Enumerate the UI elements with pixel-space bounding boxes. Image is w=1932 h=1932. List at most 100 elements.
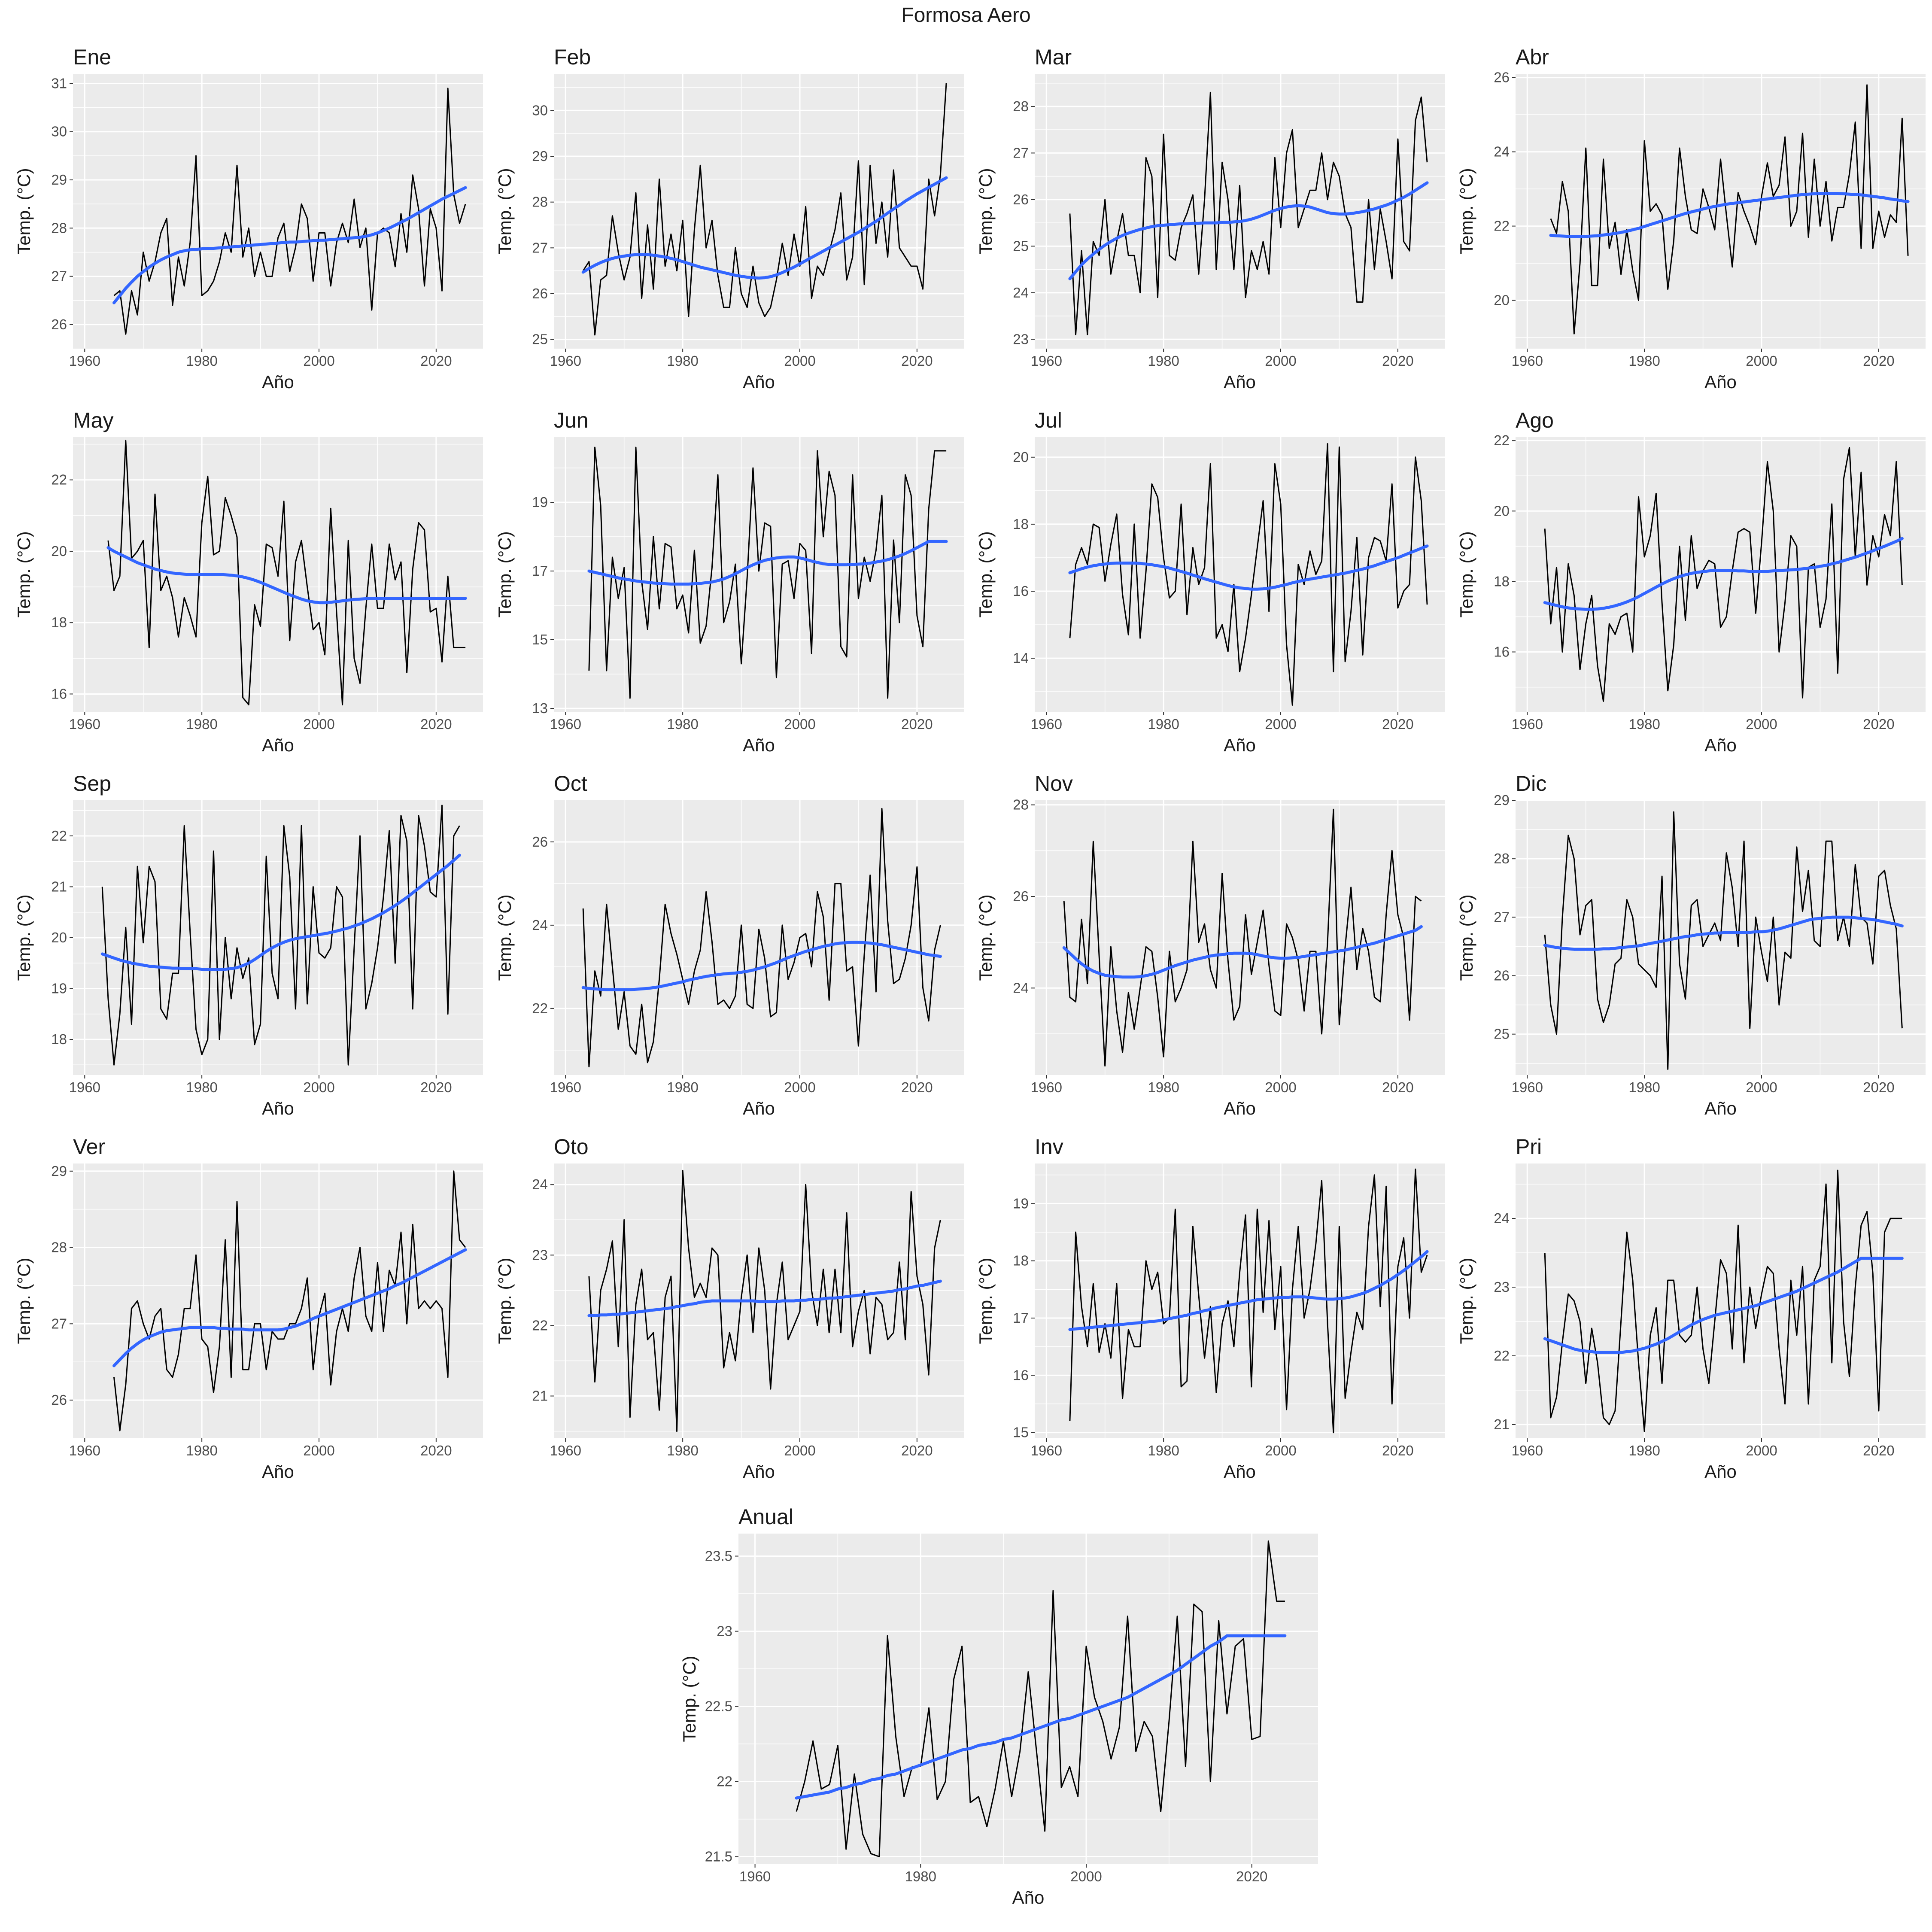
x-tick-label: 2000	[1746, 1079, 1777, 1095]
y-tick-label: 18	[51, 614, 67, 630]
temperature-series-line	[1544, 811, 1903, 1070]
x-tick-label: 2000	[1265, 716, 1296, 732]
y-tick-label: 26	[1013, 888, 1029, 904]
plot-area	[738, 1534, 1318, 1864]
y-tick-label: 29	[1494, 792, 1510, 808]
y-tick-label: 19	[1013, 1195, 1029, 1211]
panel-title: Mar	[1035, 45, 1072, 69]
x-tick-label: 1980	[1148, 716, 1179, 732]
x-tick-label: 1980	[667, 353, 698, 369]
panel-inv: 1960 1980 2000 2020 15 16 17 18 19 Inv Año Temp. (°…	[975, 1135, 1445, 1482]
y-tick-label: 27	[1013, 145, 1029, 161]
y-tick-label: 28	[1013, 98, 1029, 114]
y-tick-label: 16	[1494, 644, 1510, 660]
smooth-trend-line	[112, 186, 467, 304]
smooth-trend-line	[1543, 1257, 1904, 1354]
x-tick-label: 1960	[1031, 1443, 1062, 1458]
panel-title: Pri	[1516, 1135, 1542, 1159]
smooth-trend-line	[1068, 544, 1429, 591]
panel-feb: 1960 1980 2000 2020 25 26 27 28 29 30 Feb Año Temp. …	[495, 45, 964, 392]
y-axis-title: Temp. (°C)	[975, 1258, 996, 1344]
y-axis-title: Temp. (°C)	[679, 1656, 699, 1742]
smooth-trend-line	[112, 1248, 467, 1367]
plot-area	[1516, 1163, 1926, 1438]
y-tick-label: 14	[1013, 650, 1029, 666]
y-axis-title: Temp. (°C)	[1456, 531, 1476, 617]
y-tick-label: 27	[532, 240, 548, 255]
smooth-trend-line	[106, 546, 467, 605]
y-tick-label: 28	[1494, 851, 1510, 866]
y-tick-label: 15	[532, 632, 548, 647]
y-tick-label: 24	[1494, 144, 1510, 160]
y-tick-label: 28	[532, 194, 548, 210]
plot-area	[1516, 74, 1926, 349]
y-tick-label: 25	[1013, 238, 1029, 254]
y-axis-title: Temp. (°C)	[495, 168, 515, 254]
x-tick-label: 2020	[420, 1079, 452, 1095]
y-tick-label: 20	[1013, 449, 1029, 465]
panel-oct: 1960 1980 2000 2020 22 24 26 Oct Año Temp. (°C)	[495, 772, 964, 1118]
x-tick-label: 1980	[1628, 1443, 1660, 1458]
x-axis-title: Año	[1224, 372, 1256, 392]
panel-title: Sep	[73, 772, 111, 796]
smooth-trend-line	[1062, 925, 1423, 979]
x-tick-label: 2020	[1382, 1079, 1413, 1095]
x-tick-label: 1960	[1031, 353, 1062, 369]
y-tick-label: 19	[532, 494, 548, 510]
plot-area	[73, 1163, 483, 1438]
x-tick-label: 2000	[784, 353, 815, 369]
y-axis-title: Temp. (°C)	[1456, 1258, 1476, 1344]
x-tick-label: 1980	[905, 1868, 936, 1884]
y-tick-label: 22	[1494, 432, 1510, 448]
x-axis-title: Año	[1224, 1098, 1256, 1118]
temperature-series-line	[582, 808, 941, 1068]
y-tick-label: 23.5	[705, 1548, 732, 1564]
x-tick-label: 1960	[1512, 1443, 1543, 1458]
panel-mar: 1960 1980 2000 2020 23 24 25 26 27 28 Mar Año Temp. …	[975, 45, 1445, 392]
temperature-series-line	[113, 1170, 466, 1431]
y-tick-label: 28	[1013, 797, 1029, 813]
panel-title: Dic	[1516, 772, 1546, 796]
x-tick-label: 2000	[1265, 1079, 1296, 1095]
temperature-series-line	[1544, 447, 1903, 702]
x-tick-label: 1960	[69, 1443, 100, 1458]
y-axis-title: Temp. (°C)	[14, 531, 34, 617]
x-tick-label: 1960	[550, 353, 581, 369]
panel-title: Anual	[738, 1505, 793, 1529]
y-axis-title: Temp. (°C)	[1456, 168, 1476, 254]
y-tick-label: 29	[51, 1163, 67, 1179]
panel-title: Ver	[73, 1135, 105, 1159]
x-tick-label: 2000	[1746, 353, 1777, 369]
x-tick-label: 1980	[1628, 1079, 1660, 1095]
x-tick-label: 1980	[667, 716, 698, 732]
panel-nov: 1960 1980 2000 2020 24 26 28 Nov Año Temp. (°C)	[975, 772, 1445, 1118]
x-tick-label: 2020	[1863, 1079, 1894, 1095]
temperature-series-line	[1069, 91, 1428, 335]
y-tick-label: 21	[532, 1388, 548, 1404]
temperature-series-line	[588, 447, 947, 699]
temperature-series-line	[1063, 808, 1422, 1067]
x-tick-label: 1980	[186, 716, 217, 732]
smooth-trend-line	[1068, 1250, 1429, 1331]
x-tick-label: 1960	[1512, 353, 1543, 369]
y-tick-label: 30	[532, 102, 548, 118]
y-tick-label: 24	[532, 917, 548, 933]
x-tick-label: 1960	[550, 1079, 581, 1095]
x-tick-label: 1960	[1512, 1079, 1543, 1095]
x-tick-label: 2000	[1265, 353, 1296, 369]
smooth-trend-line	[1549, 192, 1910, 238]
temperature-series-line	[1544, 1170, 1902, 1432]
x-axis-title: Año	[262, 735, 294, 755]
x-tick-label: 2020	[1863, 353, 1894, 369]
y-axis-title: Temp. (°C)	[1456, 894, 1476, 981]
x-tick-label: 2020	[1382, 716, 1413, 732]
y-tick-label: 18	[51, 1031, 67, 1047]
y-tick-label: 22	[1494, 218, 1510, 234]
y-tick-label: 13	[532, 700, 548, 716]
y-tick-label: 26	[1013, 191, 1029, 207]
panel-pri: 1960 1980 2000 2020 21 22 23 24 Pri Año Temp. (°C)	[1456, 1135, 1926, 1482]
y-tick-label: 22	[717, 1774, 732, 1789]
y-tick-label: 22.5	[705, 1698, 732, 1714]
